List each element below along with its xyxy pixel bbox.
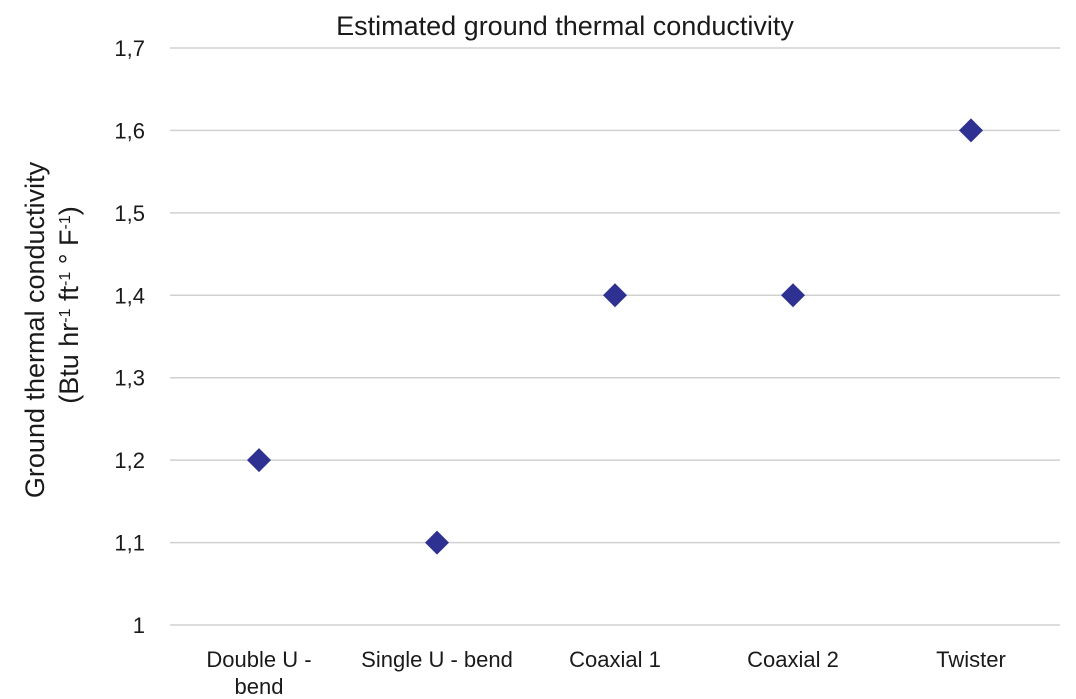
y-axis-label-superscript: -1 (57, 272, 74, 286)
y-axis-label-part: ft (54, 286, 84, 309)
y-tick-label: 1,3 (114, 366, 145, 391)
x-tick-labels: Double U -bend Single U - bend Coaxial 1 Co… (206, 647, 1005, 699)
data-points (247, 118, 983, 555)
gridlines (170, 47, 1060, 626)
chart-title: Estimated ground thermal conductivity (336, 11, 794, 41)
y-tick-label: 1,2 (114, 448, 145, 473)
y-axis-label-superscript: -1 (57, 215, 74, 229)
y-tick-label: 1 (133, 613, 145, 638)
y-tick-label: 1,4 (114, 283, 145, 308)
y-axis-label-line2: (Btu hr-1 ft-1 ° F-1) (54, 206, 84, 404)
y-tick-label: 1,7 (114, 36, 145, 61)
y-axis-label-part: (Btu hr (54, 323, 84, 404)
x-tick-label: Twister (936, 647, 1006, 672)
y-axis-label-superscript: -1 (57, 308, 74, 322)
data-point-diamond (603, 283, 627, 308)
data-point-diamond (425, 530, 449, 555)
data-point-diamond (959, 118, 983, 143)
y-tick-label: 1,6 (114, 118, 145, 143)
y-axis-label-line1: Ground thermal conductivity (20, 161, 50, 498)
data-point-diamond (781, 283, 805, 308)
data-point-diamond (247, 448, 271, 473)
x-tick-label: Double U -bend (206, 647, 311, 699)
y-tick-label: 1,1 (114, 531, 145, 556)
y-axis-label-part: ) (54, 206, 84, 215)
y-axis-label-part: ° F (54, 229, 84, 271)
x-tick-label: Coaxial 1 (569, 647, 661, 672)
y-tick-label: 1,5 (114, 201, 145, 226)
y-tick-labels: 1 1,1 1,2 1,3 1,4 1,5 1,6 1,7 (114, 36, 145, 638)
x-tick-label: Single U - bend (361, 647, 513, 672)
x-tick-label: Coaxial 2 (747, 647, 839, 672)
